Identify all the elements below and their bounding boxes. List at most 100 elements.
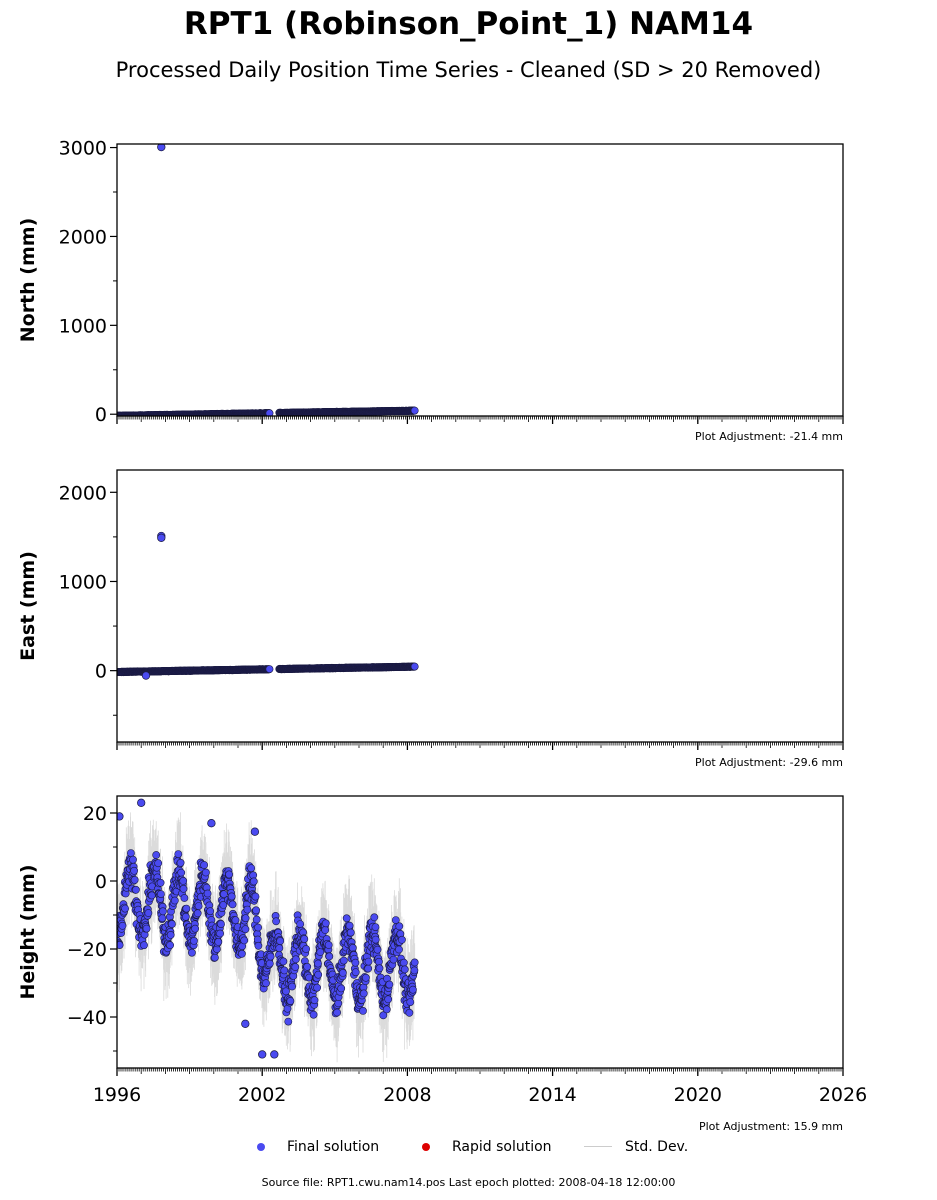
final-solution-point xyxy=(130,866,138,875)
final-solution-point xyxy=(251,892,260,901)
final-solution-point xyxy=(361,973,370,982)
final-solution-point xyxy=(142,924,151,933)
final-solution-point xyxy=(302,945,310,953)
final-solution-point xyxy=(321,919,330,928)
final-solution-point xyxy=(389,955,398,964)
final-solution-point xyxy=(410,406,419,415)
final-solution-point xyxy=(254,923,262,932)
final-solution-point xyxy=(167,920,176,928)
final-solution-point xyxy=(231,916,240,925)
final-solution-point xyxy=(325,952,334,961)
final-solution-point xyxy=(276,937,285,945)
final-solution-point xyxy=(228,900,237,909)
outlier-point xyxy=(157,144,166,152)
final-solution-point xyxy=(351,968,360,977)
final-solution-point xyxy=(275,944,284,953)
y-axis-label: Height (mm) xyxy=(17,864,39,999)
final-solution-point xyxy=(300,935,309,943)
final-solution-point xyxy=(337,984,346,993)
final-solution-point xyxy=(400,965,409,974)
final-solution-point xyxy=(181,912,190,921)
final-solution-point xyxy=(191,924,199,933)
final-solution-point xyxy=(152,851,161,859)
plot-marks xyxy=(117,144,419,416)
final-solution-point xyxy=(345,921,354,930)
final-solution-point xyxy=(254,941,263,950)
final-solution-point xyxy=(182,904,191,913)
final-solution-point xyxy=(225,870,233,879)
final-solution-point xyxy=(395,922,404,931)
final-solution-point xyxy=(129,855,137,864)
final-solution-point xyxy=(201,868,210,877)
final-solution-point xyxy=(190,937,198,945)
final-solution-point xyxy=(156,890,165,898)
final-solution-point xyxy=(410,958,419,967)
final-solution-point xyxy=(364,964,373,973)
final-solution-point xyxy=(351,958,360,967)
final-solution-point xyxy=(265,409,274,416)
outlier-point xyxy=(117,812,124,821)
legend-stddev-label: Std. Dev. xyxy=(625,1139,689,1155)
final-solution-point xyxy=(371,923,380,931)
final-solution-point xyxy=(324,941,333,949)
final-solution-point xyxy=(384,995,393,1004)
final-solution-point xyxy=(249,877,258,886)
final-solution-point xyxy=(408,985,417,994)
outlier-point xyxy=(270,1050,279,1059)
rapid-solution-marker-icon xyxy=(422,1143,430,1151)
y-tick-label: −20 xyxy=(67,939,107,961)
x-minor-ticks xyxy=(116,1068,844,1074)
y-axis-label: North (mm) xyxy=(17,218,39,343)
final-solution-point xyxy=(206,907,215,916)
panel-east: 0 1000 2000 East (mm) Plot Adjustment: -29.6… xyxy=(17,469,844,769)
final-solution-point xyxy=(364,957,373,966)
source-footnote: Source file: RPT1.cwu.nam14.pos Last epo… xyxy=(261,1176,676,1189)
final-solution-point xyxy=(291,963,300,971)
final-solution-point xyxy=(279,957,288,966)
outlier-point xyxy=(250,827,260,836)
final-solution-point xyxy=(179,884,188,893)
final-solution-point xyxy=(241,914,250,923)
final-solution-point xyxy=(266,952,275,961)
final-solution-point xyxy=(193,909,202,918)
outlier-point xyxy=(137,798,146,807)
final-solution-point xyxy=(227,892,236,901)
final-solution-point xyxy=(314,959,322,968)
final-solution-point xyxy=(200,861,208,869)
x-tick-label: 1996 xyxy=(93,1084,141,1106)
y-tick-label: 0 xyxy=(95,661,107,683)
plot-frame xyxy=(116,143,844,417)
final-solution-point xyxy=(187,948,196,957)
plot-adjustment-label: Plot Adjustment: -29.6 mm xyxy=(695,756,843,769)
final-solution-point xyxy=(303,962,312,971)
final-solution-point xyxy=(241,925,250,934)
final-solution-point xyxy=(410,966,419,975)
final-solution-point xyxy=(280,966,289,975)
final-solution-point xyxy=(144,909,153,917)
final-solution-point xyxy=(370,913,379,922)
chart-subtitle: Processed Daily Position Time Series - C… xyxy=(115,58,822,82)
final-solution-point xyxy=(118,921,127,930)
final-solution-point xyxy=(214,938,223,946)
y-tick-label: 20 xyxy=(83,803,107,825)
final-solution-point xyxy=(265,665,274,673)
final-solution-point xyxy=(203,889,212,898)
plot-marks xyxy=(117,531,419,680)
std-dev-line-icon xyxy=(584,1146,612,1147)
plot-frame xyxy=(116,469,844,743)
plot-adjustment-label: Plot Adjustment: -21.4 mm xyxy=(695,430,843,443)
final-solution-point xyxy=(373,945,382,954)
final-solution-point xyxy=(410,662,419,671)
final-solution-point xyxy=(216,929,224,938)
final-solution-point xyxy=(158,907,167,916)
final-solution-point xyxy=(210,953,219,962)
final-solution-point xyxy=(395,945,403,954)
legend: Final solution Rapid solution Std. Dev. xyxy=(0,1137,937,1159)
x-tick-label: 2020 xyxy=(674,1084,722,1106)
y-tick-label: 1000 xyxy=(59,571,107,593)
x-minor-ticks xyxy=(116,742,844,748)
final-solution-point xyxy=(342,914,351,923)
outlier-point xyxy=(207,819,216,828)
panel-north: 0 1000 2000 3000 North (mm) Plot Adjustment: … xyxy=(17,138,844,443)
final-solution-point xyxy=(346,928,355,937)
